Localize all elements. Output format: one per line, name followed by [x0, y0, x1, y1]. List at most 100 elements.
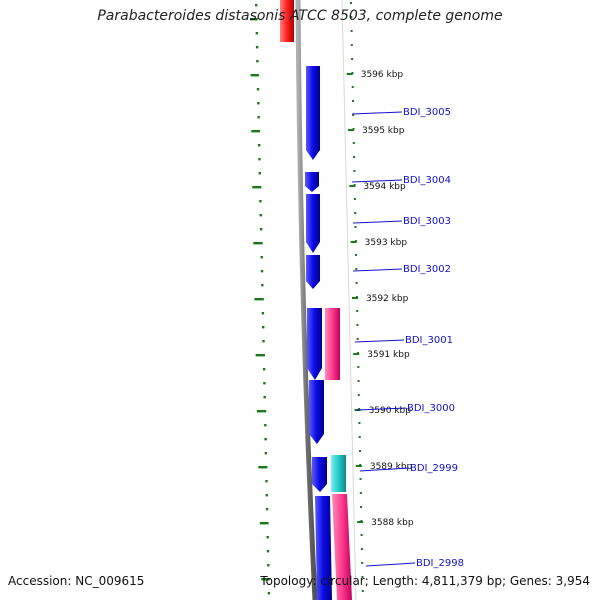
gene-label[interactable]: BDI_3003: [403, 216, 451, 227]
guide-dot: [352, 142, 355, 144]
guide-dot: [357, 366, 360, 368]
gene-label[interactable]: BDI_3004: [403, 175, 451, 186]
gc-dash: [256, 410, 264, 413]
guide-dot: [359, 492, 362, 494]
gc-dot: [260, 242, 263, 245]
gc-dot: [264, 452, 268, 455]
gc-dash: [259, 522, 267, 525]
guide-dot: [356, 310, 359, 312]
tick-label: 3595 kbp: [362, 126, 405, 136]
guide-dot: [354, 240, 357, 242]
gc-dot: [257, 102, 260, 105]
gc-dot: [258, 158, 261, 161]
guide-dot: [352, 128, 355, 130]
backbone-arc: [295, 0, 318, 600]
gc-dot: [262, 340, 265, 343]
guide-dot: [352, 114, 355, 116]
tick-label: 3588 kbp: [371, 518, 414, 528]
gc-dot: [261, 312, 265, 315]
gc-dot: [262, 326, 265, 329]
cds-arrow: [305, 172, 319, 192]
gc-dash: [250, 74, 258, 77]
guide-dot: [355, 254, 357, 256]
rna-feature: [325, 308, 340, 380]
guide-dot: [351, 86, 354, 88]
guide-dot: [357, 352, 359, 354]
gene-leader-line: [351, 111, 403, 115]
gc-dash: [261, 578, 269, 581]
gene-label[interactable]: BDI_3005: [403, 107, 451, 118]
cds-arrow: [309, 380, 324, 444]
guide-dot: [361, 562, 364, 564]
gene-leader-line: [359, 467, 410, 472]
gc-dot: [265, 466, 268, 469]
cds-arrow: [306, 66, 320, 160]
tick-label: 3592 kbp: [366, 294, 409, 304]
outer-guide-arc: [341, 0, 357, 600]
guide-dot: [358, 436, 361, 438]
gene-label[interactable]: BDI_2999: [410, 463, 458, 474]
gc-dash: [255, 354, 263, 357]
cds-arrow: [312, 457, 327, 492]
tick-label: 3589 kbp: [370, 462, 413, 472]
gc-dash: [250, 18, 258, 21]
guide-dot: [352, 100, 354, 102]
gc-dash: [258, 466, 266, 469]
guide-dot: [350, 30, 353, 32]
guide-dot: [359, 450, 361, 452]
gene-label[interactable]: BDI_2998: [416, 558, 464, 569]
gc-dot: [262, 354, 265, 357]
gene-leader-line: [352, 268, 403, 272]
rna-feature: [332, 494, 352, 600]
gene-leader-line: [352, 220, 403, 224]
length-text: Length: 4,811,379 bp;: [372, 574, 507, 588]
guide-dot: [357, 394, 360, 396]
guide-dot: [357, 380, 360, 382]
guide-dot: [360, 520, 363, 522]
gc-dot: [263, 382, 266, 385]
gc-dot: [262, 368, 266, 371]
gc-dot: [265, 508, 269, 511]
guide-dot: [353, 156, 356, 158]
gc-dot: [255, 4, 258, 7]
guide-dot: [355, 268, 358, 270]
guide-dot: [361, 590, 364, 592]
gc-dot: [267, 564, 270, 567]
guide-dot: [359, 464, 362, 466]
gene-leader-line: [354, 339, 405, 343]
gc-dot: [255, 32, 258, 35]
tick-track: 3596 kbp 3595 kbp 3594 kbp 3593 kbp 3592 kbp…: [346, 2, 414, 592]
guide-dot: [360, 548, 363, 550]
gc-dot: [265, 480, 268, 483]
map-title: Parabacteroides distasonis ATCC 8503, co…: [97, 8, 503, 24]
gc-dash: [253, 242, 261, 245]
gc-dot: [259, 200, 262, 203]
guide-dot: [350, 16, 353, 18]
guide-dot: [351, 72, 354, 74]
tick-label: 3593 kbp: [365, 238, 408, 248]
gc-dot: [258, 172, 261, 175]
gc-dot: [259, 214, 262, 217]
gc-dot: [264, 424, 267, 427]
guide-dot: [353, 170, 356, 172]
gc-dot: [255, 46, 259, 49]
gene-label[interactable]: BDI_3001: [405, 335, 453, 346]
gc-dot: [257, 116, 260, 119]
tick-label: 3591 kbp: [367, 350, 410, 360]
gc-dot: [258, 186, 262, 189]
gc-dot: [256, 74, 259, 77]
gene-leader-line: [351, 179, 403, 183]
gc-dot: [261, 298, 264, 301]
guide-dot: [359, 478, 362, 480]
guide-dot: [355, 296, 358, 298]
gc-dot: [258, 144, 261, 147]
gene-leader-line: [365, 562, 416, 567]
tick-label: 3596 kbp: [361, 70, 404, 80]
gc-dot: [264, 438, 267, 441]
guide-dot: [350, 2, 352, 4]
gene-label[interactable]: BDI_3000: [407, 403, 455, 414]
gc-content-track: [250, 4, 271, 595]
gene-label[interactable]: BDI_3002: [403, 264, 451, 275]
gc-dot: [257, 130, 261, 133]
